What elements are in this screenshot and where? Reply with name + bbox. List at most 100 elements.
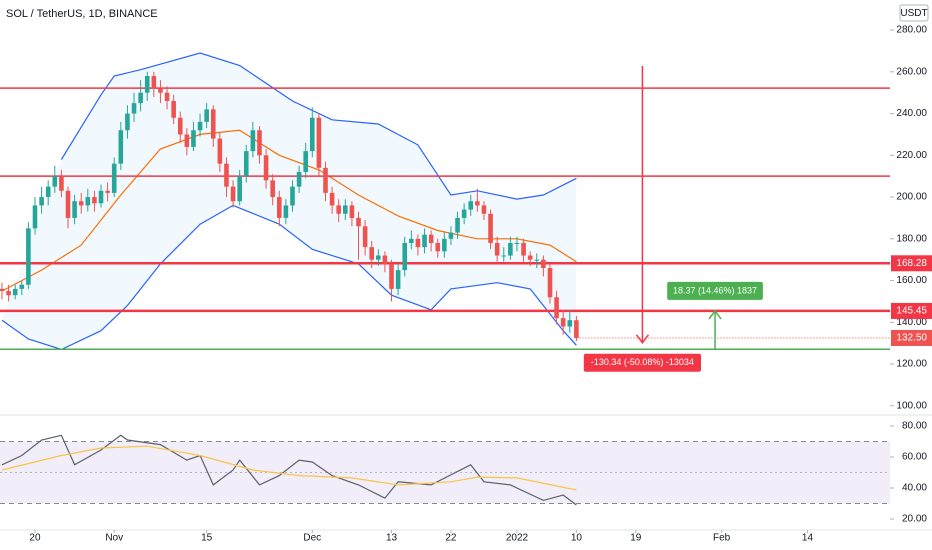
candle-body <box>118 130 124 164</box>
measure-arrowhead <box>635 334 650 345</box>
candle-body <box>329 192 335 206</box>
candle-body <box>415 238 421 248</box>
candle-body <box>422 234 427 248</box>
candle-body <box>309 117 315 152</box>
y-tick-label: 160.00 <box>896 275 927 286</box>
candle-body <box>224 163 229 187</box>
measure-arrowhead <box>708 309 722 320</box>
candle-body <box>263 155 269 181</box>
candle-body <box>395 270 401 289</box>
rsi-y-tick-label: 60.00 <box>902 452 927 463</box>
measure-label: -130.34 (-50.08%) -13034 <box>591 357 694 367</box>
candle-body <box>197 121 203 131</box>
candle-body <box>508 242 513 256</box>
candle-body <box>138 92 143 104</box>
candle-body <box>541 259 546 269</box>
candle-body <box>32 205 38 229</box>
x-tick-label: 10 <box>571 533 583 544</box>
candle-body <box>39 197 44 206</box>
candle-body <box>184 134 190 147</box>
overlay-line <box>60 52 577 200</box>
candle-body <box>501 255 507 257</box>
candle-body <box>177 117 183 135</box>
candle-body <box>356 217 361 227</box>
candle-body <box>343 205 348 214</box>
candle-body <box>111 163 117 193</box>
candle-body <box>428 234 434 243</box>
x-tick-label: 2022 <box>506 533 529 544</box>
candle-body <box>369 247 375 260</box>
candle-body <box>534 259 540 261</box>
candle-body <box>382 255 388 264</box>
candle-body <box>290 186 295 206</box>
x-tick-label: 15 <box>201 533 213 544</box>
candle-body <box>210 109 216 139</box>
band-fill <box>1 53 577 350</box>
y-tick-label: 260.00 <box>896 66 927 77</box>
candle-body <box>402 242 408 271</box>
level-tag <box>891 302 932 319</box>
candle-body <box>72 201 77 218</box>
y-tick-label: 240.00 <box>896 108 927 119</box>
candle-body <box>204 109 209 122</box>
y-tick-label: 280.00 <box>896 25 927 36</box>
x-tick-label: Feb <box>713 533 731 544</box>
candle-body <box>574 320 579 338</box>
x-tick-label: Dec <box>303 533 321 544</box>
candle-body <box>455 217 460 233</box>
last-price-label: 132.50 <box>896 333 927 344</box>
measure-label: 18.37 (14.46%) 1837 <box>673 285 757 295</box>
candle-body <box>125 113 130 131</box>
candle-body <box>250 130 256 152</box>
candle-body <box>243 151 249 177</box>
candle-body <box>514 242 520 244</box>
candle-body <box>105 190 110 193</box>
candle-body <box>296 172 302 187</box>
candle-body <box>494 242 500 256</box>
candle-body <box>547 268 553 298</box>
candle-body <box>448 232 454 239</box>
candle-body <box>26 228 31 285</box>
candle-body <box>521 242 526 256</box>
rsi-y-tick-label: 20.00 <box>902 514 927 525</box>
candle-body <box>376 255 381 260</box>
candle-body <box>12 288 18 296</box>
candle-body <box>131 103 137 114</box>
y-tick-label: 100.00 <box>896 400 927 411</box>
candle-body <box>52 176 58 187</box>
last-price-tag <box>891 329 932 346</box>
rsi-line <box>1 434 577 506</box>
candle-body <box>409 238 414 243</box>
y-tick-label: 120.00 <box>896 359 927 370</box>
candle-body <box>85 197 91 206</box>
candle-body <box>389 263 394 289</box>
measure-box <box>667 281 763 300</box>
candle-body <box>6 291 11 296</box>
candle-body <box>45 186 51 198</box>
candle-body <box>435 242 441 252</box>
candle-body <box>217 138 223 164</box>
currency: USDT <box>900 8 927 19</box>
candle-body <box>488 213 493 243</box>
candle-body <box>151 75 157 89</box>
y-tick-label: 140.00 <box>896 317 927 328</box>
candle-body <box>59 176 64 191</box>
y-tick-label: 180.00 <box>896 233 927 244</box>
candle-body <box>349 205 355 218</box>
candle-body <box>323 167 328 193</box>
x-tick-label: 14 <box>802 533 814 544</box>
candle-body <box>92 197 97 204</box>
candle-body <box>98 190 104 204</box>
candle-body <box>468 201 474 210</box>
x-tick-label: 22 <box>445 533 457 544</box>
level-tag-label: 168.28 <box>896 258 927 269</box>
candle-body <box>461 209 467 218</box>
candle-body <box>336 205 342 214</box>
x-tick-label: Nov <box>105 533 123 544</box>
candle-body <box>481 205 487 214</box>
candle-body <box>362 226 368 248</box>
candle-body <box>164 92 170 102</box>
candle-body <box>527 255 533 260</box>
